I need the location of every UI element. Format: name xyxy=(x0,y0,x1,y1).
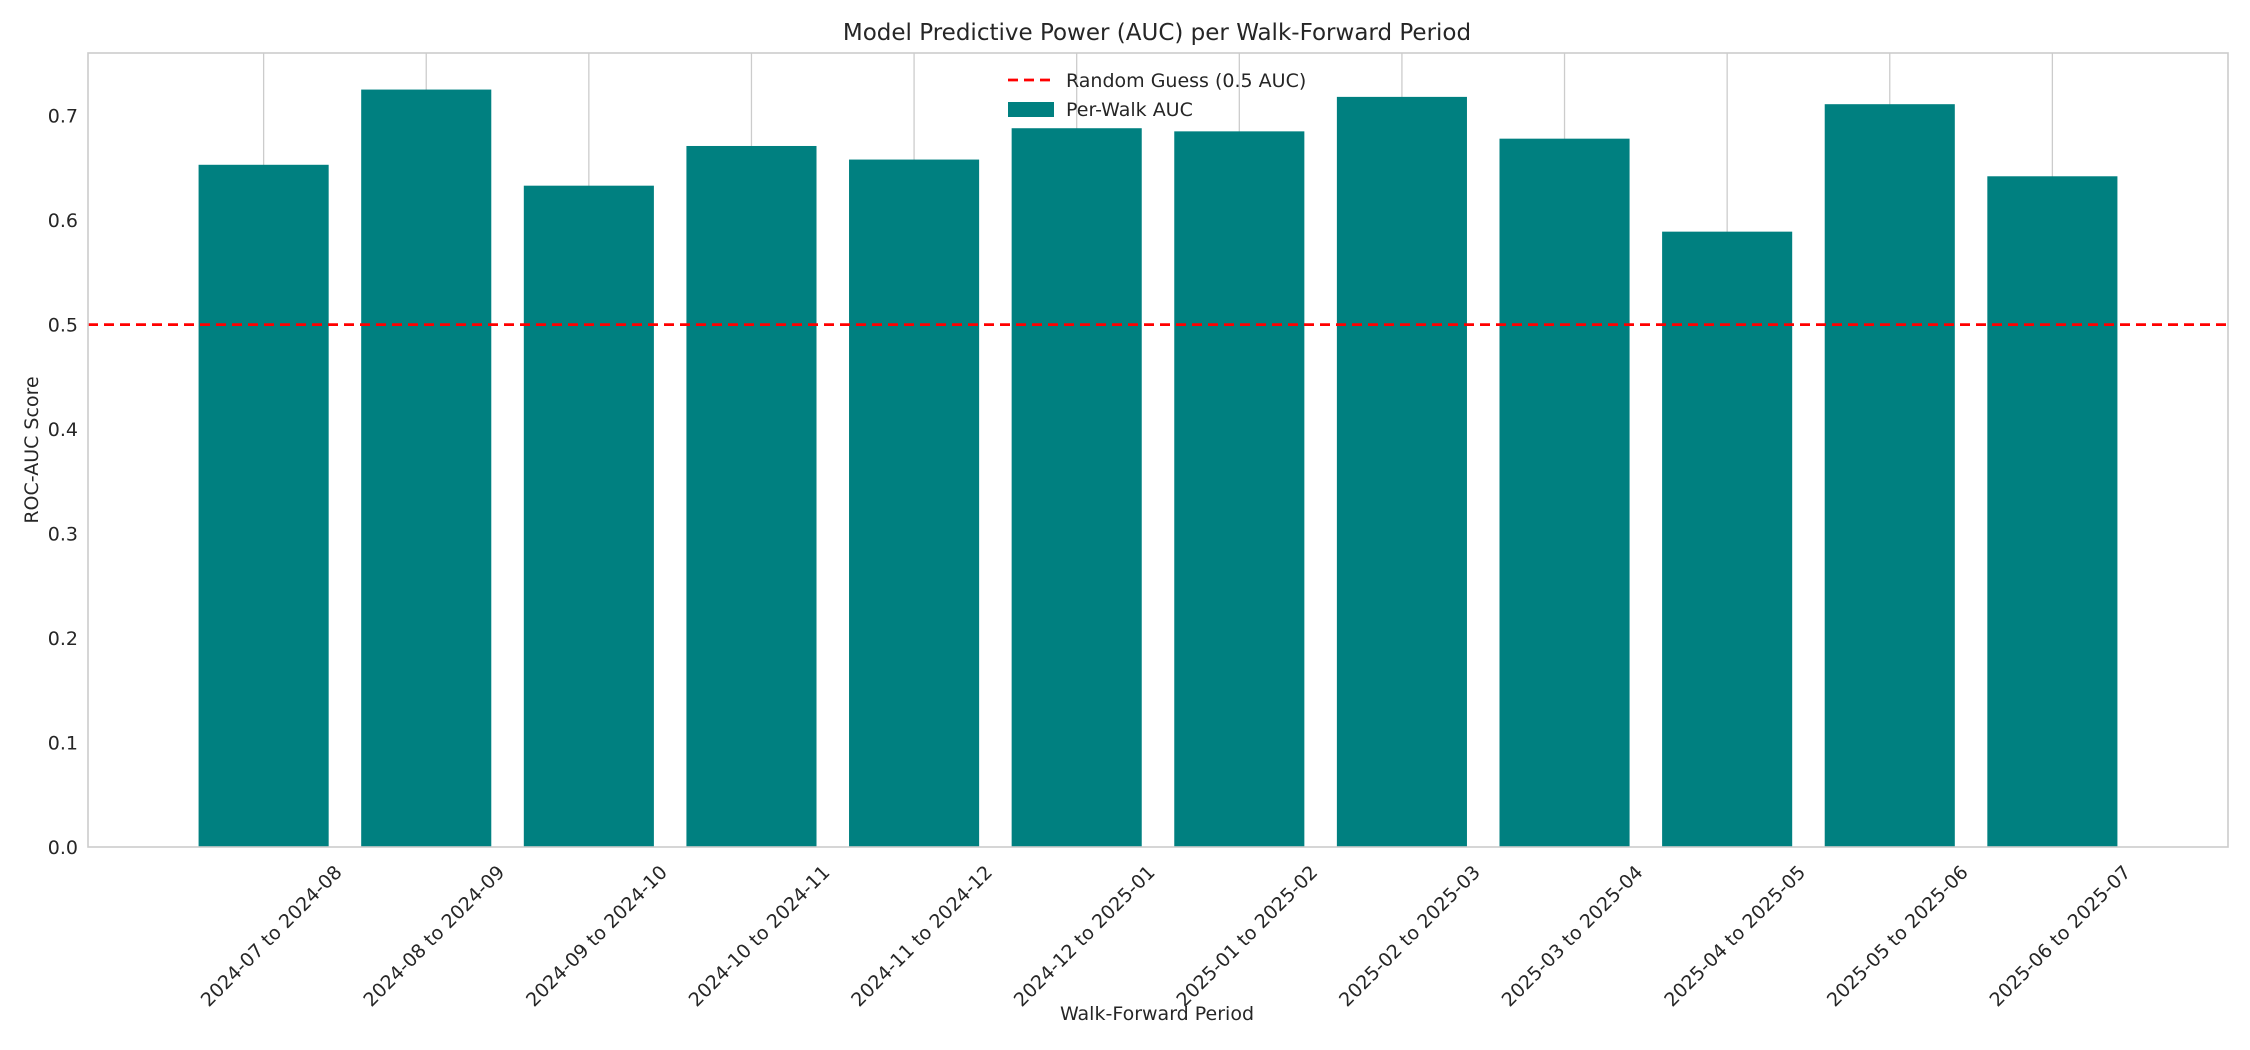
x-tick-label: 2024-08 to 2024-09 xyxy=(359,861,509,1011)
x-tick-label: 2025-01 to 2025-02 xyxy=(1172,861,1322,1011)
legend-series-label: Per-Walk AUC xyxy=(1066,99,1193,121)
y-tick-label: 0.7 xyxy=(48,106,78,128)
y-ticks: 0.0 0.1 0.2 0.3 0.4 0.5 0.6 0.7 xyxy=(48,106,78,859)
x-tick-label: 2024-12 to 2025-01 xyxy=(1010,861,1160,1011)
x-tick-label: 2024-07 to 2024-08 xyxy=(197,861,347,1011)
x-tick-label: 2025-06 to 2025-07 xyxy=(1985,861,2135,1011)
x-tick-label: 2025-02 to 2025-03 xyxy=(1335,861,1485,1011)
bar xyxy=(1011,128,1142,847)
legend-bar-swatch xyxy=(1008,102,1054,117)
bar xyxy=(198,164,329,847)
bar xyxy=(1987,176,2118,848)
y-tick-label: 0.0 xyxy=(48,837,78,859)
x-ticks: 2024-07 to 2024-08 2024-08 to 2024-09 2024… xyxy=(197,861,2136,1011)
bar xyxy=(1174,131,1305,847)
x-tick-label: 2025-04 to 2025-05 xyxy=(1660,861,1810,1011)
bar xyxy=(686,145,817,848)
x-axis-label: Walk-Forward Period xyxy=(1060,1003,1254,1025)
bar xyxy=(849,159,980,847)
y-tick-label: 0.3 xyxy=(48,524,78,546)
y-tick-label: 0.4 xyxy=(48,419,78,441)
y-tick-label: 0.1 xyxy=(48,733,78,755)
legend: Random Guess (0.5 AUC) Per-Walk AUC xyxy=(1008,70,1306,121)
plot-frame xyxy=(87,52,2229,848)
legend-reference-label: Random Guess (0.5 AUC) xyxy=(1066,70,1306,92)
y-tick-label: 0.6 xyxy=(48,210,78,232)
x-tick-label: 2024-11 to 2024-12 xyxy=(847,861,997,1011)
x-tick-label: 2025-05 to 2025-06 xyxy=(1823,861,1973,1011)
y-axis-label: ROC-AUC Score xyxy=(21,376,43,523)
bar xyxy=(1824,104,1955,847)
x-tick-label: 2025-03 to 2025-04 xyxy=(1498,861,1648,1011)
y-tick-label: 0.2 xyxy=(48,628,78,650)
bar xyxy=(1336,96,1467,847)
x-tick-label: 2024-10 to 2024-11 xyxy=(685,861,835,1011)
x-tick-label: 2024-09 to 2024-10 xyxy=(522,861,672,1011)
bar xyxy=(361,89,492,847)
bar xyxy=(1499,138,1630,847)
bars-layer xyxy=(198,89,2118,848)
bar xyxy=(1662,231,1793,847)
bar xyxy=(523,185,654,847)
chart-title: Model Predictive Power (AUC) per Walk-Fo… xyxy=(843,20,1471,46)
y-tick-label: 0.5 xyxy=(48,315,78,337)
